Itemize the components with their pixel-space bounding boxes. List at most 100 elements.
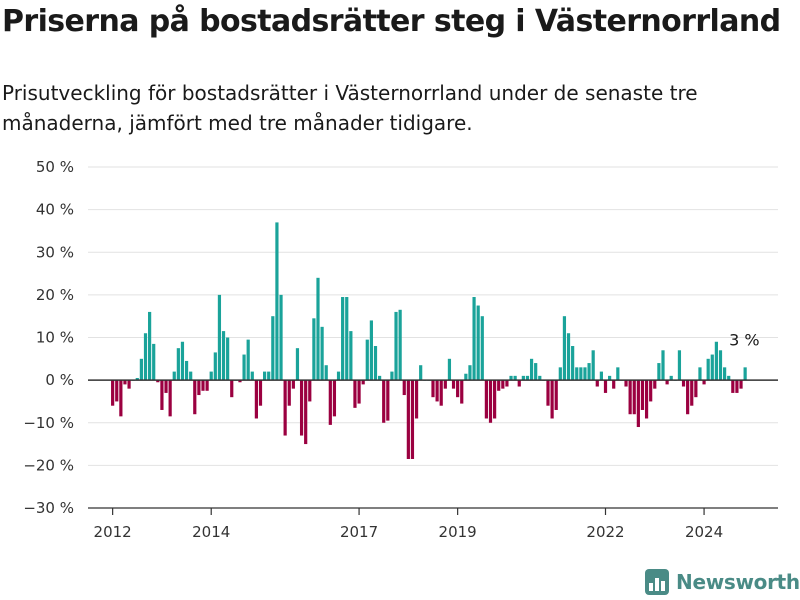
bar [111,380,115,406]
x-tick-label: 2019 [439,523,477,541]
bar [521,375,525,381]
bar [694,380,698,398]
bar [587,363,591,381]
bar [710,354,714,381]
bar [283,380,287,436]
bar [534,363,538,381]
bar [414,380,419,419]
bar [386,380,390,421]
bar [394,311,398,381]
bar [439,380,443,406]
x-tick-label: 2012 [94,523,132,541]
bar [447,358,452,381]
bar [205,380,209,391]
bar [714,341,718,381]
bar [258,380,263,406]
bar [488,380,493,423]
bar [152,343,156,381]
bar [267,371,271,381]
bar [579,367,583,381]
bar [263,371,267,381]
bar [226,337,230,381]
bar [250,371,254,381]
bar [472,297,476,381]
bar [718,350,723,381]
bar [723,367,727,381]
bar [217,294,222,381]
x-tick-label: 2017 [340,523,378,541]
y-tick-label: 30 % [36,243,74,261]
bar [493,380,497,419]
bar [628,380,632,415]
bar [583,367,587,381]
bar [221,331,226,381]
bar [201,380,205,391]
bar [156,380,160,383]
bar [608,375,612,381]
bar [550,380,554,419]
bar [410,380,415,459]
bar [575,367,579,381]
y-tick-label: −10 % [23,414,74,432]
bar [640,380,645,410]
bar [312,318,316,381]
bar [735,380,739,393]
annotation-label: 3 % [729,330,759,349]
bar [328,380,332,425]
bar [287,380,291,406]
bar [456,380,460,398]
bar [271,316,275,381]
bar [546,380,550,406]
bar [677,350,682,381]
bar [616,367,620,381]
bar [653,380,657,389]
newsworthy-logo: Newsworthy [645,569,800,595]
y-tick-label: 0 % [45,371,74,389]
bar [123,380,127,385]
bar [554,380,558,410]
bar [299,380,304,436]
brand-name: Newsworthy [676,570,800,594]
bar [238,380,242,383]
bar [566,333,571,381]
y-tick-label: −20 % [23,456,74,474]
bar [632,380,636,415]
bar [308,380,312,402]
bar [390,371,394,381]
bar [402,380,406,396]
bar [739,380,743,389]
bar [279,294,283,381]
bar [681,380,686,387]
bar [509,375,513,381]
bar [451,380,456,389]
bar [571,346,575,381]
bar [209,371,213,381]
bar [127,380,131,389]
bar [336,371,341,381]
bar [168,380,172,417]
bar [246,339,250,381]
bar [135,377,139,381]
bar [505,380,509,387]
bar [419,365,423,381]
bar [193,380,197,415]
bar [603,380,608,393]
bar [197,380,201,396]
bar [517,380,521,387]
bar [291,380,295,389]
bar [562,316,567,381]
bar [501,380,505,389]
bar [706,358,710,381]
bar [349,331,353,381]
bar [254,380,258,419]
bar [324,365,328,381]
x-tick-label: 2014 [192,523,230,541]
bar [176,348,180,381]
bar [148,311,152,381]
y-tick-label: 10 % [36,329,74,347]
bar [468,365,472,381]
chart-subtitle: Prisutveckling för bostadsrätter i Väste… [2,81,698,135]
bar [353,380,357,408]
bar [435,380,439,402]
bar [139,358,143,381]
